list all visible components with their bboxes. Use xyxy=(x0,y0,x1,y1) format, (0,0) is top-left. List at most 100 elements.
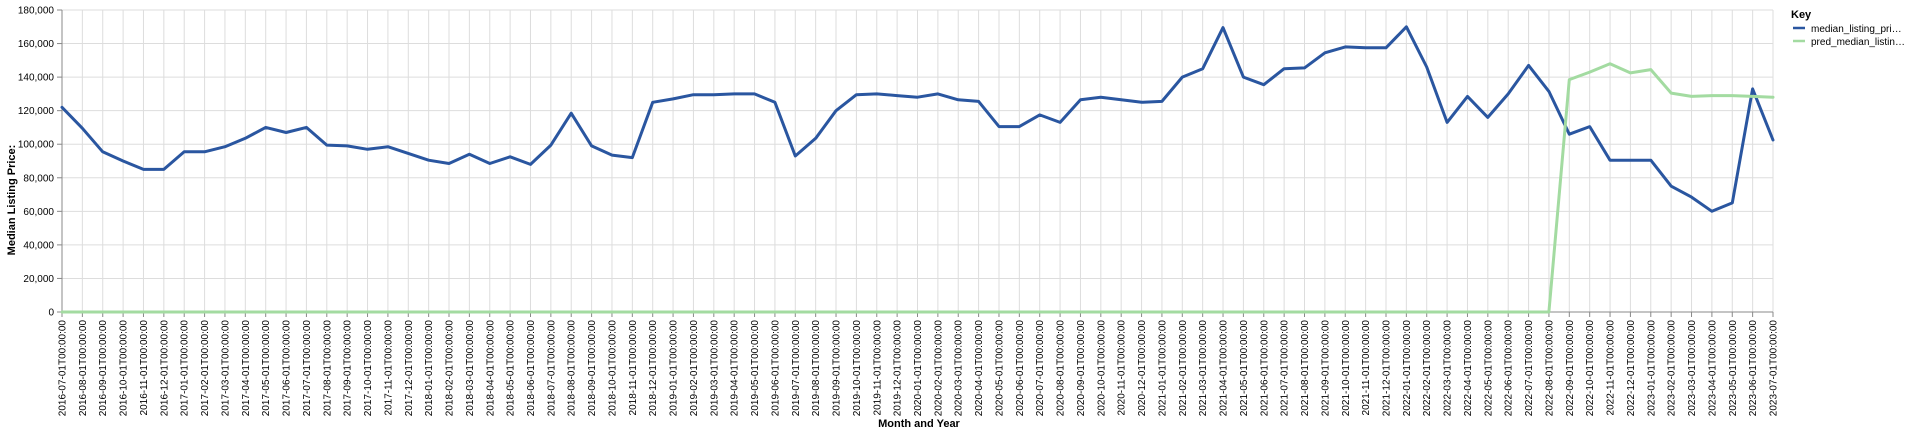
x-tick-label: 2022-11-01T00:00:00 xyxy=(1606,320,1617,416)
x-tick-label: 2017-02-01T00:00:00 xyxy=(200,320,211,417)
x-tick-label: 2020-05-01T00:00:00 xyxy=(994,320,1005,417)
x-axis-ticks: 2016-07-01T00:00:00 2016-08-01T00:00:00 20… xyxy=(58,312,1780,416)
x-tick-label: 2020-10-01T00:00:00 xyxy=(1096,320,1107,417)
x-tick-label: 2018-03-01T00:00:00 xyxy=(465,320,476,417)
x-tick-label: 2017-03-01T00:00:00 xyxy=(220,320,231,417)
x-tick-label: 2019-01-01T00:00:00 xyxy=(669,320,680,417)
x-tick-label: 2018-04-01T00:00:00 xyxy=(485,320,496,417)
x-tick-label: 2018-05-01T00:00:00 xyxy=(506,320,517,417)
x-tick-label: 2021-09-01T00:00:00 xyxy=(1320,320,1331,417)
x-tick-label: 2021-01-01T00:00:00 xyxy=(1157,320,1168,417)
x-tick-label: 2016-11-01T00:00:00 xyxy=(139,320,150,416)
y-axis-ticks: 0 20,000 40,000 60,000 80,000 100,000 120,000 1… xyxy=(18,6,62,319)
x-tick-label: 2022-09-01T00:00:00 xyxy=(1565,320,1576,417)
x-tick-label: 2020-09-01T00:00:00 xyxy=(1076,320,1087,417)
x-tick-label: 2018-01-01T00:00:00 xyxy=(424,320,435,417)
x-tick-label: 2019-09-01T00:00:00 xyxy=(832,320,843,417)
x-tick-label: 2017-11-01T00:00:00 xyxy=(383,320,394,416)
y-tick-label: 100,000 xyxy=(18,140,55,151)
legend: Key median_listing_pri… pred_median_listi… xyxy=(1791,9,1905,48)
x-tick-label: 2021-03-01T00:00:00 xyxy=(1198,320,1209,417)
x-tick-label: 2019-08-01T00:00:00 xyxy=(811,320,822,417)
x-tick-label: 2019-07-01T00:00:00 xyxy=(791,320,802,417)
x-tick-label: 2020-06-01T00:00:00 xyxy=(1015,320,1026,417)
x-tick-label: 2018-12-01T00:00:00 xyxy=(648,320,659,417)
legend-title: Key xyxy=(1791,9,1812,21)
x-tick-label: 2020-08-01T00:00:00 xyxy=(1056,320,1067,417)
x-tick-label: 2018-02-01T00:00:00 xyxy=(445,320,456,417)
x-tick-label: 2023-07-01T00:00:00 xyxy=(1769,320,1780,417)
x-tick-label: 2019-05-01T00:00:00 xyxy=(750,320,761,417)
x-tick-label: 2019-03-01T00:00:00 xyxy=(709,320,720,417)
x-tick-label: 2022-02-01T00:00:00 xyxy=(1422,320,1433,417)
x-tick-label: 2019-06-01T00:00:00 xyxy=(770,320,781,417)
x-tick-label: 2019-02-01T00:00:00 xyxy=(689,320,700,417)
x-tick-label: 2021-05-01T00:00:00 xyxy=(1239,320,1250,417)
x-tick-label: 2021-12-01T00:00:00 xyxy=(1381,320,1392,417)
legend-label: median_listing_pri… xyxy=(1811,24,1902,35)
x-tick-label: 2021-08-01T00:00:00 xyxy=(1300,320,1311,417)
x-tick-label: 2016-07-01T00:00:00 xyxy=(58,320,69,417)
x-tick-label: 2017-09-01T00:00:00 xyxy=(343,320,354,417)
x-tick-label: 2023-06-01T00:00:00 xyxy=(1748,320,1759,417)
x-tick-label: 2017-08-01T00:00:00 xyxy=(322,320,333,417)
x-tick-label: 2019-12-01T00:00:00 xyxy=(893,320,904,417)
y-tick-label: 140,000 xyxy=(18,73,55,84)
x-tick-label: 2020-03-01T00:00:00 xyxy=(954,320,965,417)
x-tick-label: 2021-06-01T00:00:00 xyxy=(1259,320,1270,417)
x-tick-label: 2023-05-01T00:00:00 xyxy=(1728,320,1739,417)
x-tick-label: 2019-11-01T00:00:00 xyxy=(872,320,883,416)
x-tick-label: 2017-04-01T00:00:00 xyxy=(241,320,252,417)
y-tick-label: 180,000 xyxy=(18,6,55,17)
series-line-0 xyxy=(60,25,1775,213)
legend-label: pred_median_listin… xyxy=(1811,37,1905,48)
x-tick-label: 2017-05-01T00:00:00 xyxy=(261,320,272,417)
x-tick-label: 2023-01-01T00:00:00 xyxy=(1646,320,1657,417)
x-tick-label: 2021-02-01T00:00:00 xyxy=(1178,320,1189,417)
x-tick-label: 2022-03-01T00:00:00 xyxy=(1443,320,1454,417)
x-tick-label: 2017-10-01T00:00:00 xyxy=(363,320,374,417)
series-line-1 xyxy=(60,62,1775,314)
x-tick-label: 2022-08-01T00:00:00 xyxy=(1544,320,1555,417)
x-tick-label: 2020-11-01T00:00:00 xyxy=(1117,320,1128,416)
x-tick-label: 2022-04-01T00:00:00 xyxy=(1463,320,1474,417)
x-tick-label: 2016-10-01T00:00:00 xyxy=(119,320,130,417)
x-tick-label: 2022-10-01T00:00:00 xyxy=(1585,320,1596,417)
x-tick-label: 2023-02-01T00:00:00 xyxy=(1667,320,1678,417)
x-tick-label: 2022-01-01T00:00:00 xyxy=(1402,320,1413,417)
x-tick-label: 2022-05-01T00:00:00 xyxy=(1483,320,1494,417)
y-tick-label: 60,000 xyxy=(23,207,54,218)
x-tick-label: 2017-01-01T00:00:00 xyxy=(180,320,191,417)
x-tick-label: 2020-01-01T00:00:00 xyxy=(913,320,924,417)
x-tick-label: 2017-06-01T00:00:00 xyxy=(282,320,293,417)
x-tick-label: 2018-10-01T00:00:00 xyxy=(607,320,618,417)
x-tick-label: 2021-11-01T00:00:00 xyxy=(1361,320,1372,416)
x-axis-title: Month and Year xyxy=(878,418,960,430)
x-tick-label: 2021-10-01T00:00:00 xyxy=(1341,320,1352,417)
x-tick-label: 2019-04-01T00:00:00 xyxy=(730,320,741,417)
x-tick-label: 2020-02-01T00:00:00 xyxy=(933,320,944,417)
y-tick-label: 0 xyxy=(48,308,54,319)
x-tick-label: 2021-04-01T00:00:00 xyxy=(1219,320,1230,417)
x-tick-label: 2016-09-01T00:00:00 xyxy=(98,320,109,417)
x-tick-label: 2023-03-01T00:00:00 xyxy=(1687,320,1698,417)
x-tick-label: 2020-04-01T00:00:00 xyxy=(974,320,985,417)
x-tick-label: 2018-06-01T00:00:00 xyxy=(526,320,537,417)
y-tick-label: 80,000 xyxy=(23,173,54,184)
x-tick-label: 2018-08-01T00:00:00 xyxy=(567,320,578,417)
x-tick-label: 2017-12-01T00:00:00 xyxy=(404,320,415,417)
x-tick-label: 2017-07-01T00:00:00 xyxy=(302,320,313,417)
x-tick-label: 2021-07-01T00:00:00 xyxy=(1280,320,1291,417)
y-tick-label: 40,000 xyxy=(23,240,54,251)
x-tick-label: 2019-10-01T00:00:00 xyxy=(852,320,863,417)
y-tick-label: 160,000 xyxy=(18,39,55,50)
x-tick-label: 2018-09-01T00:00:00 xyxy=(587,320,598,417)
x-tick-label: 2016-08-01T00:00:00 xyxy=(78,320,89,417)
x-tick-label: 2023-04-01T00:00:00 xyxy=(1707,320,1718,417)
x-tick-label: 2016-12-01T00:00:00 xyxy=(159,320,170,417)
y-tick-label: 120,000 xyxy=(18,106,55,117)
x-tick-label: 2020-12-01T00:00:00 xyxy=(1137,320,1148,417)
y-tick-label: 20,000 xyxy=(23,274,54,285)
x-tick-label: 2018-11-01T00:00:00 xyxy=(628,320,639,416)
